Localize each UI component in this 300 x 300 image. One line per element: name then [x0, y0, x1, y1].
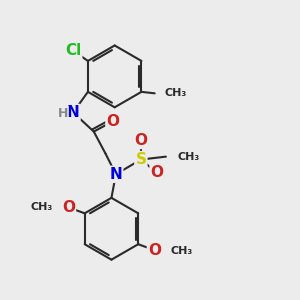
Text: O: O — [62, 200, 75, 215]
Text: O: O — [148, 243, 161, 258]
Text: O: O — [134, 133, 147, 148]
Text: H: H — [58, 106, 68, 119]
Text: CH₃: CH₃ — [165, 88, 187, 98]
Text: O: O — [106, 114, 119, 129]
Text: S: S — [135, 152, 146, 167]
Text: CH₃: CH₃ — [30, 202, 52, 212]
Text: CH₃: CH₃ — [171, 246, 193, 256]
Text: N: N — [67, 105, 80, 120]
Text: O: O — [151, 165, 164, 180]
Text: CH₃: CH₃ — [177, 152, 200, 162]
Text: Cl: Cl — [65, 43, 81, 58]
Text: N: N — [110, 167, 122, 182]
